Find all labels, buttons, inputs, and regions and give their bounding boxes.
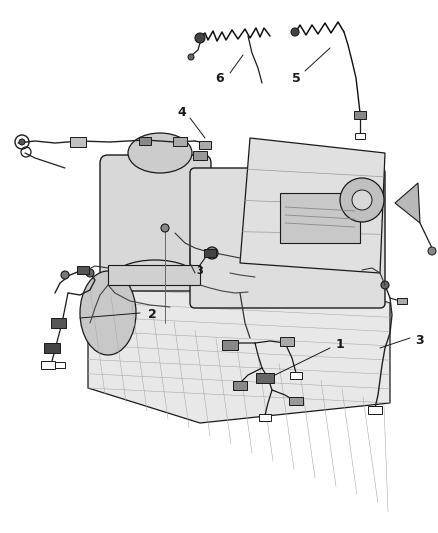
Text: 4: 4 [178, 107, 187, 119]
Bar [289, 397, 303, 405]
FancyBboxPatch shape [190, 168, 385, 308]
Ellipse shape [428, 247, 436, 255]
Polygon shape [395, 183, 420, 223]
Circle shape [161, 224, 169, 232]
Circle shape [188, 54, 194, 60]
Bar [280, 193, 360, 243]
Polygon shape [240, 138, 385, 273]
Circle shape [86, 269, 94, 277]
Bar [204, 249, 216, 257]
Bar [173, 136, 187, 146]
Bar [290, 372, 302, 378]
Text: 6: 6 [215, 71, 224, 85]
Bar [193, 150, 207, 159]
Circle shape [291, 28, 299, 36]
Circle shape [352, 190, 372, 210]
Text: 5: 5 [292, 71, 300, 85]
Text: 3: 3 [416, 334, 424, 346]
Bar [70, 137, 86, 147]
Circle shape [195, 33, 205, 43]
Text: 3: 3 [197, 266, 203, 276]
Circle shape [61, 271, 69, 279]
Bar [222, 340, 238, 350]
Ellipse shape [128, 133, 192, 173]
Bar [233, 381, 247, 390]
Bar [397, 298, 407, 304]
Bar [368, 406, 382, 414]
Bar [50, 318, 66, 328]
Bar [55, 362, 65, 368]
Ellipse shape [80, 271, 136, 355]
FancyBboxPatch shape [100, 155, 211, 291]
Bar [280, 336, 294, 345]
Bar [199, 141, 211, 149]
Text: 1: 1 [336, 338, 344, 351]
Bar [77, 266, 89, 274]
Bar [139, 137, 151, 145]
Bar [44, 343, 60, 353]
Bar [41, 361, 55, 369]
Text: 2: 2 [148, 309, 156, 321]
Circle shape [381, 281, 389, 289]
Circle shape [19, 139, 25, 145]
Circle shape [340, 178, 384, 222]
Bar [256, 373, 274, 383]
Bar [355, 133, 365, 139]
Polygon shape [88, 263, 390, 423]
Circle shape [206, 247, 218, 259]
Bar [354, 111, 366, 119]
Bar [259, 414, 271, 421]
Polygon shape [108, 265, 200, 285]
